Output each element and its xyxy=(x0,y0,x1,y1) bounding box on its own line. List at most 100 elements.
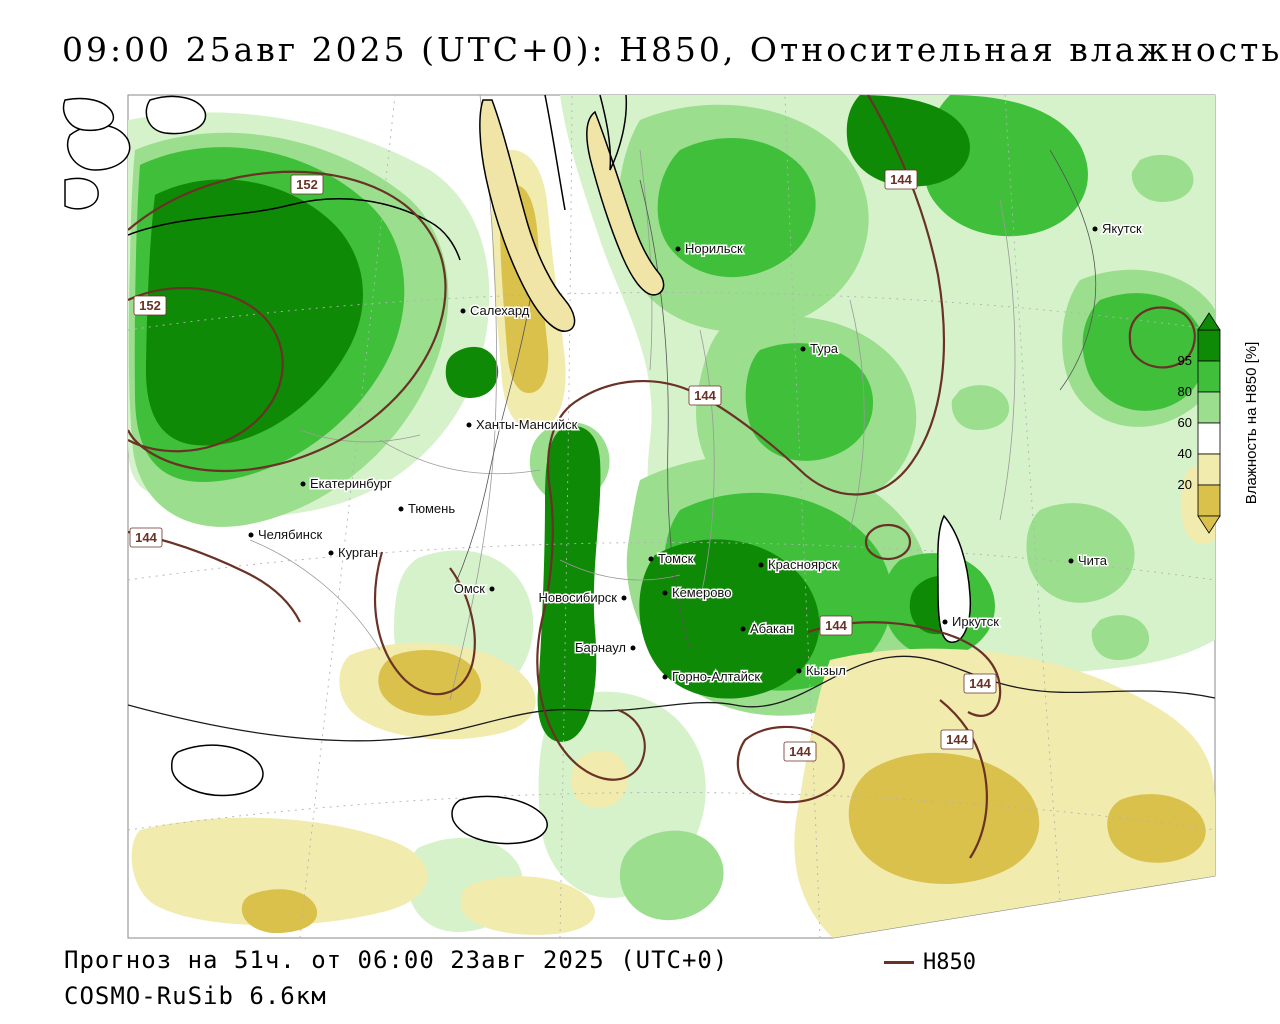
city-label: Кызыл xyxy=(806,663,846,678)
svg-text:152: 152 xyxy=(296,177,318,192)
svg-text:144: 144 xyxy=(825,618,847,633)
city-marker: Тура xyxy=(800,340,840,358)
city-marker: Челябинск xyxy=(248,526,324,544)
contour-label: 152 xyxy=(290,174,324,195)
city-marker: Иркутск xyxy=(942,613,1001,631)
city-marker: Ханты-Мансийск xyxy=(466,416,579,434)
city-dot xyxy=(796,668,802,674)
city-marker: Кызыл xyxy=(796,662,847,680)
city-dot xyxy=(466,422,472,428)
city-label: Горно-Алтайск xyxy=(672,669,760,684)
svg-text:144: 144 xyxy=(969,676,991,691)
city-label: Чита xyxy=(1078,553,1108,568)
city-dot xyxy=(662,590,668,596)
colorbar-tick: 40 xyxy=(1178,446,1192,461)
city-label: Норильск xyxy=(685,241,743,256)
city-label: Челябинск xyxy=(258,527,322,542)
contour-label: 144 xyxy=(819,615,853,636)
city-marker: Кемерово xyxy=(662,584,733,602)
svg-text:152: 152 xyxy=(139,298,161,313)
country-border xyxy=(128,655,1215,742)
city-label: Курган xyxy=(338,545,378,560)
graticule xyxy=(128,95,1215,938)
city-label: Томск xyxy=(658,551,694,566)
city-marker: Красноярск xyxy=(758,556,839,574)
svg-text:144: 144 xyxy=(694,388,716,403)
city-label: Омск xyxy=(454,581,486,596)
city-dot xyxy=(248,532,254,538)
colorbar-tick: 95 xyxy=(1178,353,1192,368)
city-dot xyxy=(328,550,334,556)
city-label: Красноярск xyxy=(768,557,838,572)
contour-label: 144 xyxy=(963,673,997,694)
h850-legend: H850 xyxy=(884,950,976,975)
city-dot xyxy=(1092,226,1098,232)
city-label: Екатеринбург xyxy=(310,476,392,491)
humidity-shading xyxy=(128,95,1215,938)
city-label: Якутск xyxy=(1102,221,1142,236)
city-marker: Омск xyxy=(452,580,495,598)
city-dot xyxy=(758,562,764,568)
city-dot xyxy=(800,346,806,352)
colorbar: 95 80 60 40 20 xyxy=(1178,312,1221,534)
city-dot xyxy=(740,626,746,632)
coastlines xyxy=(128,95,972,845)
city-dot xyxy=(648,556,654,562)
city-marker: Якутск xyxy=(1092,220,1144,238)
city-label: Кемерово xyxy=(672,585,731,600)
svg-text:144: 144 xyxy=(890,172,912,187)
city-dot xyxy=(662,674,668,680)
city-marker: Абакан xyxy=(740,620,795,638)
lake-sw xyxy=(171,744,264,797)
city-marker: Тюмень xyxy=(398,500,457,518)
svg-text:144: 144 xyxy=(789,744,811,759)
city-dot xyxy=(621,595,627,601)
colorbar-title: Влажность на H850 [%] xyxy=(1243,342,1260,505)
city-label: Тура xyxy=(810,341,839,356)
city-dot xyxy=(942,619,948,625)
city-label: Абакан xyxy=(750,621,793,636)
city-marker: Екатеринбург xyxy=(300,475,394,493)
forecast-info: Прогноз на 51ч. от 06:00 23авг 2025 (UTC… xyxy=(64,946,729,974)
city-marker: Курган xyxy=(328,544,380,562)
contour-labels: 152 152 144 144 144 144 144 144 144 xyxy=(129,169,997,762)
city-label: Салехард xyxy=(470,303,530,318)
h850-legend-line-swatch xyxy=(884,961,914,964)
city-dot xyxy=(630,645,636,651)
contour-label: 144 xyxy=(688,385,722,406)
city-label: Новосибирск xyxy=(539,590,618,605)
city-dot xyxy=(460,308,466,314)
city-marker: Салехард xyxy=(460,302,531,320)
city-marker: Горно-Алтайск xyxy=(662,668,762,686)
contour-label: 144 xyxy=(783,741,817,762)
city-marker: Томск xyxy=(648,550,695,568)
city-dot xyxy=(300,481,306,487)
city-marker: Барнаул xyxy=(573,639,636,657)
model-info: COSMO-RuSib 6.6км xyxy=(64,982,327,1010)
city-label: Тюмень xyxy=(408,501,455,516)
contour-label: 144 xyxy=(884,169,918,190)
ob-gulf xyxy=(479,99,576,332)
svg-text:144: 144 xyxy=(946,732,968,747)
coastlines-outer xyxy=(62,95,207,210)
city-marker: Новосибирск xyxy=(537,589,627,607)
page-title: 09:00 25авг 2025 (UTC+0): H850, Относите… xyxy=(62,30,1280,69)
lake-baikal xyxy=(937,514,972,643)
city-dot xyxy=(675,246,681,252)
cities: Норильск Якутск Салехард Тура Ханты-Мансийск… xyxy=(248,220,1144,686)
colorbar-tick: 60 xyxy=(1178,415,1192,430)
svg-text:144: 144 xyxy=(135,530,157,545)
city-dot xyxy=(1068,558,1074,564)
rivers xyxy=(454,149,1097,651)
contour-label: 152 xyxy=(133,295,167,316)
city-marker: Норильск xyxy=(675,240,744,258)
h850-legend-label: H850 xyxy=(923,950,976,975)
city-label: Ханты-Мансийск xyxy=(476,417,578,432)
city-dot xyxy=(489,586,495,592)
city-dot xyxy=(398,506,404,512)
taz-gulf xyxy=(586,110,665,296)
colorbar-tick: 20 xyxy=(1178,477,1192,492)
city-label: Иркутск xyxy=(952,614,999,629)
city-marker: Чита xyxy=(1068,552,1109,570)
